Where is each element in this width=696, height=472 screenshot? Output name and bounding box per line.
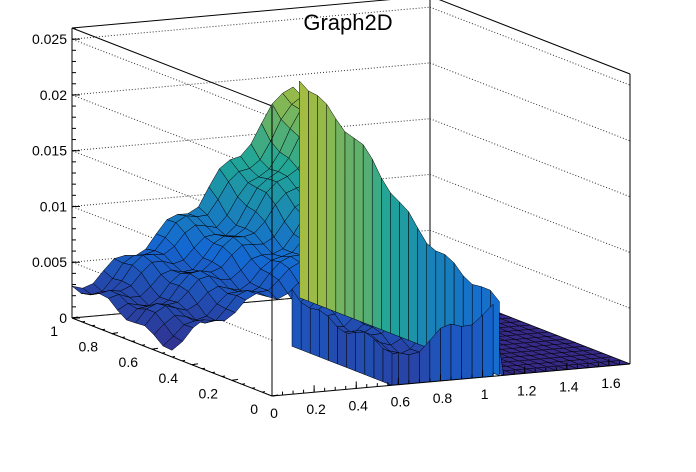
y-minor-tick bbox=[171, 356, 176, 358]
x-tick-label: 1 bbox=[481, 386, 489, 402]
x-tick-label: 0 bbox=[270, 405, 278, 421]
y-minor-tick bbox=[131, 340, 136, 342]
grid-line bbox=[71, 38, 273, 118]
surface-wall bbox=[300, 302, 311, 354]
y-minor-tick bbox=[261, 391, 266, 393]
y-minor-tick bbox=[121, 336, 126, 338]
surface-wall bbox=[390, 191, 400, 338]
surface-wall bbox=[346, 332, 356, 372]
surface-wall bbox=[482, 303, 494, 378]
surface-wall bbox=[382, 348, 393, 386]
grid-line bbox=[429, 173, 631, 253]
surface-cell bbox=[162, 335, 183, 351]
x-tick-label: 1.4 bbox=[559, 379, 579, 395]
y-minor-tick bbox=[181, 359, 186, 362]
grid-line bbox=[429, 62, 631, 142]
surface-wall bbox=[299, 80, 309, 302]
surface-wall bbox=[326, 103, 337, 313]
x-tick-label: 1.2 bbox=[517, 382, 537, 398]
x-tick-label: 1.6 bbox=[601, 375, 621, 391]
x-tick-label: 0.4 bbox=[349, 397, 369, 413]
y-tick-label: 0 bbox=[250, 401, 258, 417]
z-tick-label: 0.025 bbox=[32, 31, 67, 47]
surface-wall bbox=[381, 177, 391, 334]
y-tick-label: 1 bbox=[50, 323, 58, 339]
y-minor-tick bbox=[81, 320, 86, 323]
surface-wall bbox=[309, 307, 320, 358]
x-axis: 0 0.2 0.4 0.6 0.8 1 1.2 1.4 1.6 bbox=[270, 358, 631, 421]
y-minor-tick bbox=[251, 387, 256, 389]
surface-mesh bbox=[71, 80, 631, 386]
surface-wall bbox=[337, 326, 347, 368]
y-minor-tick bbox=[91, 324, 96, 327]
surface-wall bbox=[371, 158, 382, 330]
grid-line bbox=[429, 6, 631, 86]
z-axis: 0 0.005 0.01 0.015 0.02 0.025 bbox=[32, 27, 80, 326]
surface-wall bbox=[417, 226, 427, 348]
z-tick-label: 0.02 bbox=[40, 87, 67, 103]
y-minor-tick bbox=[111, 332, 116, 335]
surface-wall bbox=[364, 331, 375, 379]
y-axis: 0 0.2 0.4 0.6 0.8 1 bbox=[50, 316, 279, 417]
y-minor-tick bbox=[101, 328, 106, 331]
x-tick-label: 0.6 bbox=[391, 394, 411, 410]
surface-wall bbox=[362, 143, 373, 327]
z-tick-label: 0.015 bbox=[32, 143, 67, 159]
y-minor-tick bbox=[141, 344, 146, 346]
frame-edge bbox=[71, 0, 391, 29]
surface-wall bbox=[308, 90, 318, 306]
surface-wall bbox=[291, 288, 302, 351]
surface-wall bbox=[344, 131, 355, 320]
surface-wall bbox=[398, 352, 410, 385]
surface-wall bbox=[426, 242, 437, 352]
y-minor-tick bbox=[191, 363, 196, 366]
surface-wall bbox=[399, 201, 409, 341]
y-minor-tick bbox=[71, 317, 76, 319]
frame-edge bbox=[438, 0, 631, 75]
y-minor-tick bbox=[151, 348, 156, 350]
surface-wall bbox=[317, 95, 327, 309]
surface-wall bbox=[335, 118, 346, 316]
y-minor-tick bbox=[211, 371, 216, 374]
grid-line bbox=[71, 62, 431, 96]
surface-wall bbox=[440, 323, 452, 382]
surface-wall bbox=[408, 351, 420, 385]
y-minor-tick bbox=[231, 379, 236, 381]
x-tick-label: 0.2 bbox=[306, 401, 326, 417]
y-minor-tick bbox=[161, 352, 166, 354]
z-tick-label: 0.01 bbox=[40, 198, 67, 214]
y-tick-label: 0.8 bbox=[79, 339, 99, 355]
y-minor-tick bbox=[241, 383, 246, 385]
frame-edge bbox=[71, 27, 273, 107]
x-tick-label: 0.8 bbox=[433, 390, 453, 406]
surface-wall bbox=[461, 324, 473, 380]
y-tick-label: 0.4 bbox=[159, 370, 179, 386]
y-tick-label: 0.2 bbox=[199, 385, 219, 401]
grid-line bbox=[429, 118, 631, 198]
surface-wall bbox=[353, 137, 364, 323]
y-minor-tick bbox=[221, 375, 226, 377]
y-tick-label: 0.6 bbox=[119, 354, 139, 370]
surface-wall bbox=[450, 323, 462, 381]
surface-wall bbox=[471, 314, 483, 379]
y-minor-tick bbox=[201, 367, 206, 370]
surface-wall bbox=[408, 210, 418, 345]
z-tick-label: 0.005 bbox=[32, 254, 67, 270]
chart-title: Graph2D bbox=[303, 10, 392, 35]
surface-wall bbox=[355, 331, 366, 375]
z-tick-label: 0 bbox=[59, 310, 67, 326]
surface-wall bbox=[319, 309, 329, 361]
